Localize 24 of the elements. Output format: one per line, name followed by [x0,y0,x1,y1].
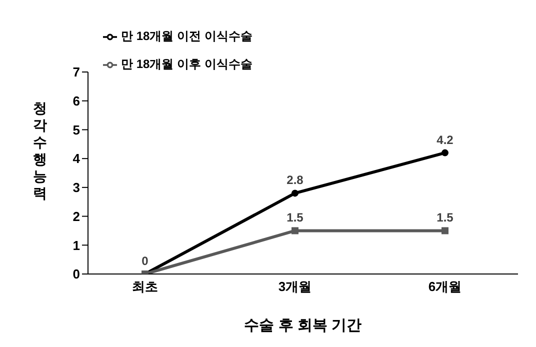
y-tick-label: 2 [72,208,80,224]
y-tick-label: 5 [72,122,80,138]
x-tick-label: 6개월 [428,279,462,294]
y-tick-label: 7 [72,64,80,80]
data-label: 4.2 [436,132,454,147]
point [442,227,448,234]
data-label: 1.5 [286,210,304,225]
point [442,149,448,156]
legend-label: 만 18개월 이후 이식수술 [121,57,252,71]
y-tick-label: 3 [72,180,80,196]
point [292,190,298,197]
legend-label: 만 18개월 이전 이식수술 [121,29,252,43]
x-tick-label: 최초 [132,279,158,294]
x-tick-label: 3개월 [278,279,312,294]
data-label: 1.5 [436,210,454,225]
y-axis-title: 청각수행능력 [33,100,47,201]
y-tick-label: 0 [72,266,80,282]
y-tick-label: 4 [72,151,81,166]
y-tick-label: 6 [72,93,80,108]
x-axis-title: 수술 후 회복 기간 [244,317,362,334]
data-label: 2.8 [286,173,304,188]
point [292,227,298,234]
data-label: 0 [142,254,149,268]
y-tick-label: 1 [72,238,80,253]
